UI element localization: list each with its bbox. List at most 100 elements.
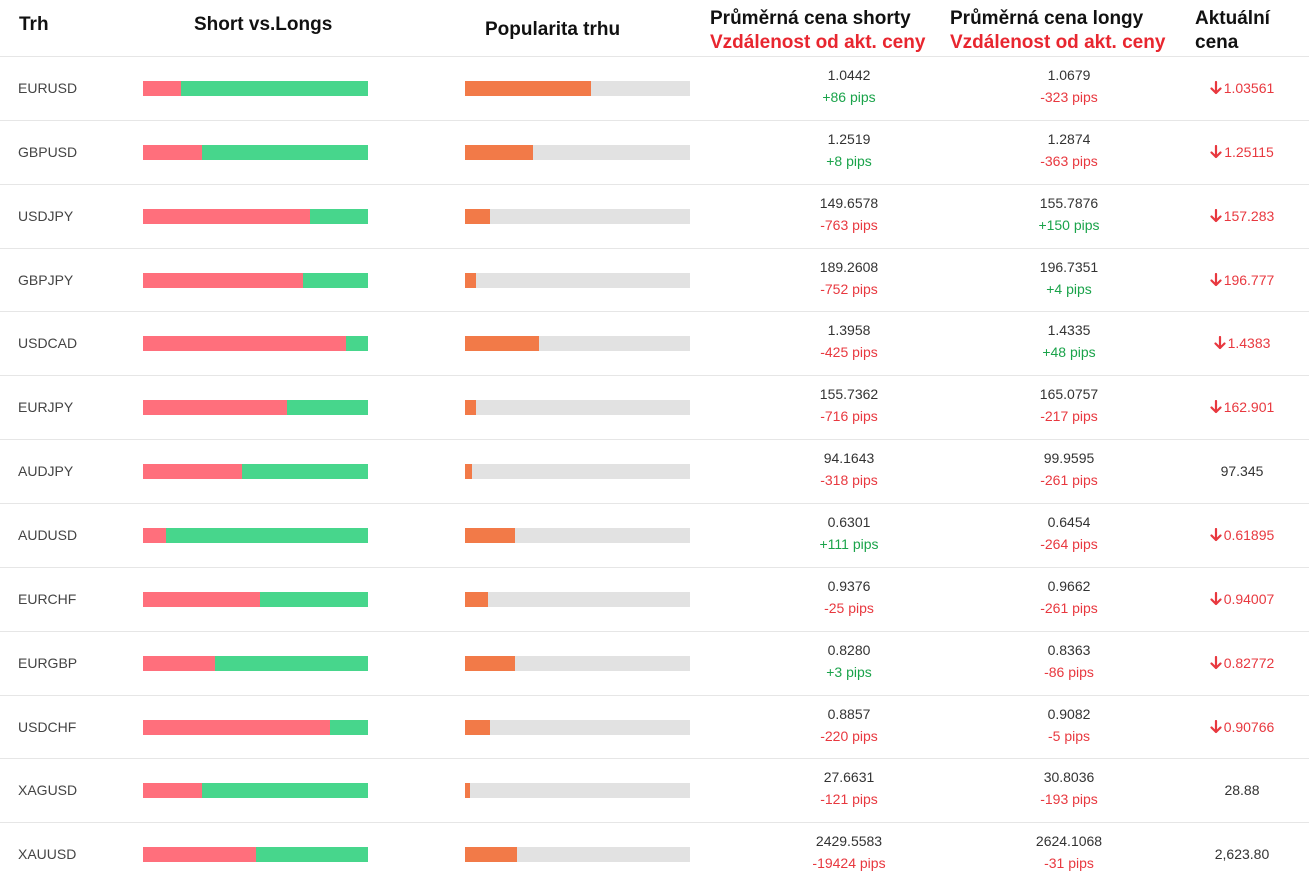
arrow-down-icon [1210,185,1222,248]
short-long-bar [143,591,368,607]
header-avg-short-sub: Vzdálenost od akt. ceny [710,32,926,53]
table-row[interactable]: EURJPY 155.7362 -716 pips 165.0757 -217 pips… [0,375,1309,439]
table-row[interactable]: EURCHF 0.9376 -25 pips 0.9662 -261 pips 0.940… [0,566,1309,631]
header-popularity: Popularita trhu [485,19,621,40]
pair-name: EURJPY [18,399,74,416]
table-row[interactable]: EURUSD 1.0442 +86 pips 1.0679 -323 pips 1.035… [0,56,1309,120]
current-price: 0.94007 [1223,590,1275,607]
avg-short-price: 0.8280 [827,641,871,658]
table-row[interactable]: AUDJPY 94.1643 -318 pips 99.9595 -261 pips 97… [0,439,1309,503]
short-distance-pips: +86 pips [822,89,876,105]
arrow-down-icon [1210,121,1222,184]
avg-short-price: 2429.5583 [815,833,883,850]
long-distance-pips: +4 pips [1046,280,1092,297]
table-header: Trh Short vs.Longs Popularita trhu Průmě… [0,0,1309,56]
popularity-fill [465,527,515,543]
pair-name: GBPJPY [18,271,74,288]
short-segment [143,464,242,480]
current-price: 1.03561 [1223,80,1275,96]
popularity-fill [465,336,540,352]
header-avg-long-title: Průměrná cena longy [950,8,1144,29]
short-distance-pips: +3 pips [826,663,872,680]
current-price-cell: 157.283 [1182,185,1302,248]
table-row[interactable]: USDCHF 0.8857 -220 pips 0.9082 -5 pips 0.9076… [0,694,1309,759]
short-distance-pips: -752 pips [820,280,878,297]
table-row[interactable]: GBPJPY 189.2608 -752 pips 196.7351 +4 pips 19… [0,247,1309,312]
avg-long-price: 155.7876 [1039,194,1099,211]
avg-long-price: 0.8363 [1047,641,1091,658]
pair-name: AUDUSD [18,526,78,543]
short-distance-pips: -121 pips [820,791,878,808]
avg-short-price: 189.2608 [819,258,879,275]
pair-name: USDCHF [18,718,77,735]
avg-short-price: 27.6631 [823,769,875,786]
short-long-bar [143,81,368,96]
short-long-bar [143,400,368,416]
table-row[interactable]: AUDUSD 0.6301 +111 pips 0.6454 -264 pips 0.61… [0,502,1309,567]
short-distance-pips: -25 pips [824,599,874,616]
long-distance-pips: -193 pips [1040,791,1098,808]
table-row[interactable]: EURGBP 0.8280 +3 pips 0.8363 -86 pips 0.82772 [0,630,1309,695]
current-price: 0.90766 [1223,718,1275,735]
short-segment [143,272,303,288]
avg-long-price: 1.0679 [1047,67,1091,83]
current-price: 97.345 [1220,463,1264,480]
table-row[interactable]: USDJPY 149.6578 -763 pips 155.7876 +150 pips… [0,183,1309,248]
avg-long-price: 99.9595 [1043,450,1095,467]
long-distance-pips: -323 pips [1040,89,1098,105]
pair-name: EURUSD [18,80,78,96]
popularity-fill [465,783,470,799]
header-short-vs-long: Short vs.Longs [194,14,333,35]
current-price-cell: 1.03561 [1182,57,1302,120]
arrow-down-icon [1210,696,1222,759]
short-long-bar [143,336,368,352]
popularity-fill [465,464,472,480]
avg-long-price: 30.8036 [1043,769,1095,786]
current-price-cell: 1.25115 [1182,121,1302,184]
current-price-cell: 0.82772 [1182,632,1302,695]
short-distance-pips: -318 pips [820,472,878,489]
short-segment [143,336,346,352]
short-long-bar [143,655,368,671]
popularity-bar [465,144,690,160]
table-row[interactable]: XAUUSD 2429.5583 -19424 pips 2624.1068 -31 p… [0,822,1309,886]
short-long-bar [143,208,368,224]
popularity-bar [465,464,690,480]
popularity-fill [465,591,488,607]
current-price-cell: 196.777 [1182,249,1302,312]
short-long-bar [143,272,368,288]
pair-name: EURCHF [18,590,77,607]
popularity-bar [465,527,690,543]
current-price-cell: 0.61895 [1182,504,1302,567]
long-distance-pips: -5 pips [1047,727,1091,744]
avg-short-price: 0.6301 [827,513,871,530]
popularity-fill [465,655,515,671]
short-segment [143,208,310,224]
avg-short-price: 94.1643 [823,450,875,467]
long-distance-pips: +48 pips [1042,344,1096,361]
avg-short-price: 149.6578 [819,194,879,211]
arrow-down-icon [1210,632,1222,695]
table-row[interactable]: XAGUSD 27.6631 -121 pips 30.8036 -193 pips 28… [0,758,1309,822]
popularity-bar [465,272,690,288]
long-distance-pips: -261 pips [1040,472,1098,489]
current-price: 0.82772 [1223,654,1275,671]
short-distance-pips: -425 pips [820,344,878,361]
short-long-bar [143,783,368,799]
avg-long-price: 0.9082 [1047,705,1091,722]
popularity-fill [465,81,591,96]
popularity-fill [465,144,533,160]
short-distance-pips: -19424 pips [812,855,886,872]
avg-long-price: 1.2874 [1047,130,1091,147]
table-row[interactable]: USDCAD 1.3958 -425 pips 1.4335 +48 pips 1.438… [0,311,1309,375]
arrow-down-icon [1210,249,1222,312]
short-long-bar [143,719,368,735]
short-long-bar [143,144,368,160]
popularity-bar [465,847,690,863]
short-segment [143,527,166,543]
popularity-fill [465,208,490,224]
popularity-bar [465,81,690,96]
arrow-down-icon [1210,376,1222,439]
table-row[interactable]: GBPUSD 1.2519 +8 pips 1.2874 -363 pips 1.2511… [0,119,1309,184]
